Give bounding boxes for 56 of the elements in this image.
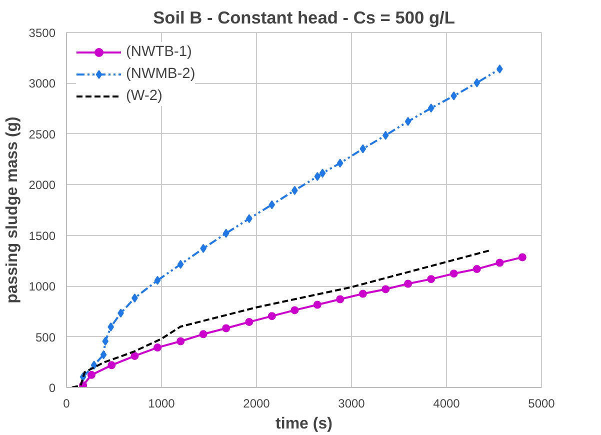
y-tick-label: 2000 (28, 178, 56, 192)
chart-title: Soil B - Constant head - Cs = 500 g/L (153, 8, 456, 28)
point (314, 172, 321, 182)
x-tick-label: 2000 (243, 396, 270, 410)
y-tick-label: 3500 (28, 26, 56, 40)
point (319, 168, 326, 178)
point (154, 344, 162, 352)
legend-label: (W-2) (126, 88, 162, 104)
point (90, 360, 98, 370)
point (472, 265, 481, 274)
point (100, 350, 107, 360)
point (474, 78, 480, 88)
point (382, 130, 389, 140)
x-tick-label: 5000 (528, 396, 556, 410)
point (358, 290, 367, 298)
point (404, 280, 412, 288)
point (176, 337, 185, 346)
point (222, 228, 230, 238)
y-tick-label: 0 (48, 381, 56, 395)
y-axis-title: passing sludge mass (g) (4, 116, 21, 304)
point (427, 275, 436, 284)
point (360, 144, 366, 154)
x-axis-title: time (s) (276, 416, 332, 432)
point (290, 306, 299, 314)
y-tick-label: 1000 (28, 280, 56, 294)
point (404, 116, 412, 126)
point (382, 285, 390, 294)
x-tick-label: 3000 (338, 396, 366, 410)
x-tick-label: 1000 (148, 396, 176, 410)
point (108, 361, 116, 370)
point (199, 330, 208, 338)
point (496, 258, 504, 267)
point (87, 370, 96, 379)
x-tick-label: 4000 (433, 396, 460, 410)
point (108, 322, 114, 332)
point (313, 300, 322, 309)
y-tick-label: 2500 (28, 127, 56, 142)
point (428, 104, 434, 113)
y-tick-label: 1500 (28, 228, 56, 243)
point (177, 260, 184, 269)
point (336, 158, 344, 168)
point (518, 253, 526, 262)
point (268, 312, 276, 320)
legend-label: (NWMB-2) (126, 66, 196, 82)
point (154, 276, 161, 285)
x-tick-label: 0 (63, 396, 70, 410)
y-tick-label: 500 (35, 330, 56, 344)
point (102, 336, 109, 346)
point (450, 270, 458, 278)
point (336, 295, 344, 304)
point (268, 200, 276, 210)
legend-label: (NWTB-1) (126, 44, 192, 60)
y-tick-label: 3000 (28, 76, 56, 91)
point (222, 324, 230, 332)
point (130, 352, 139, 360)
point (245, 318, 254, 326)
